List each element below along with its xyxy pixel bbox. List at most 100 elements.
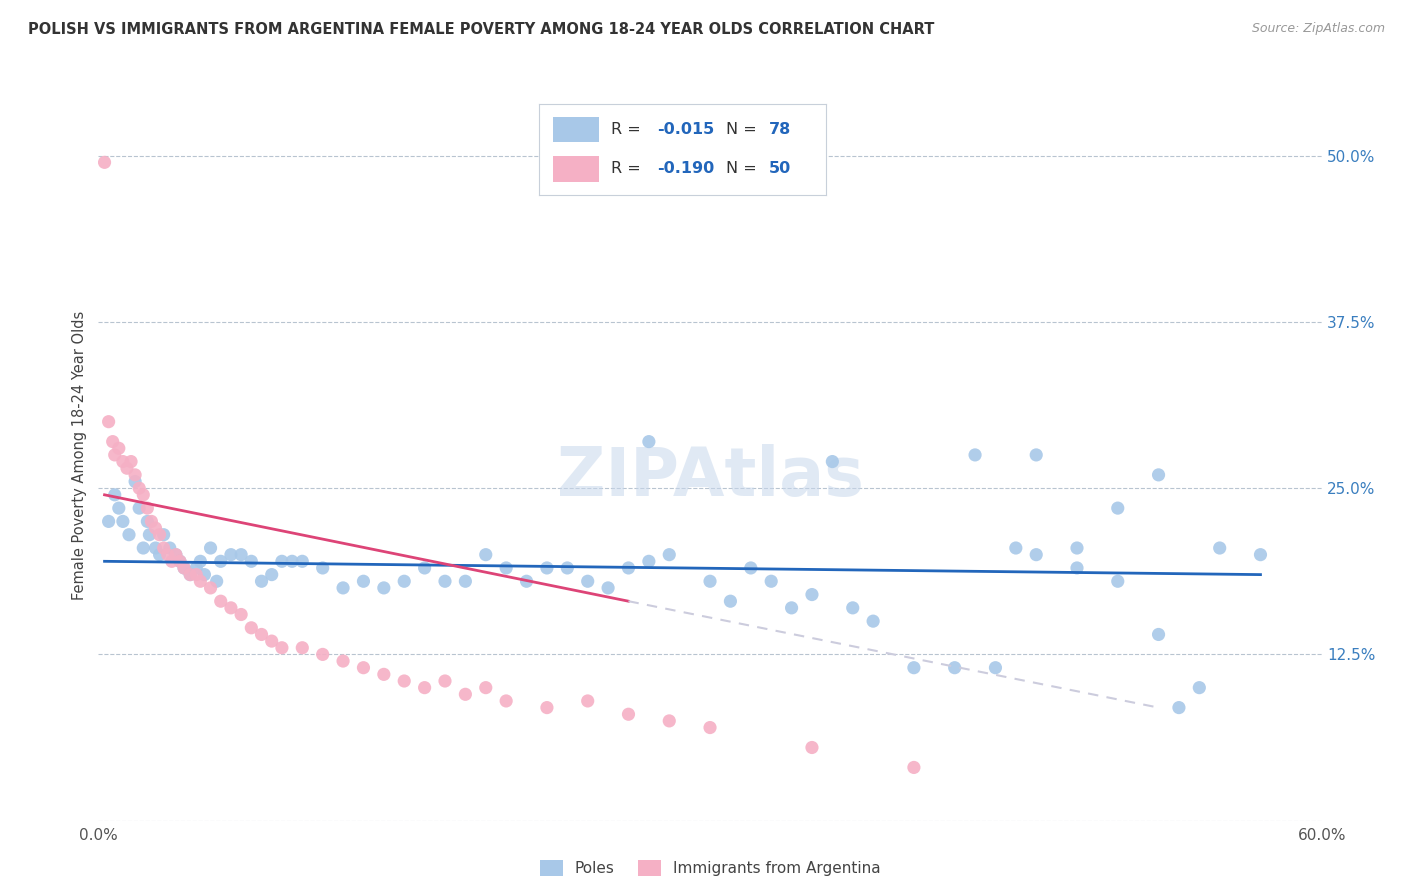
Point	[434, 673, 457, 688]
Point	[821, 454, 844, 468]
Point	[173, 561, 195, 575]
Point	[291, 640, 314, 655]
Text: POLISH VS IMMIGRANTS FROM ARGENTINA FEMALE POVERTY AMONG 18-24 YEAR OLDS CORRELA: POLISH VS IMMIGRANTS FROM ARGENTINA FEMA…	[28, 22, 935, 37]
Point	[413, 561, 436, 575]
Point	[474, 548, 498, 562]
Point	[260, 567, 283, 582]
Point	[240, 621, 263, 635]
Point	[165, 548, 187, 562]
Point	[392, 574, 416, 589]
Point	[392, 673, 416, 688]
Point	[193, 567, 215, 582]
Point	[1147, 627, 1170, 641]
Point	[101, 434, 124, 449]
Point	[270, 554, 294, 568]
Point	[373, 581, 395, 595]
Point	[943, 661, 966, 675]
Point	[169, 554, 191, 568]
Point	[219, 600, 242, 615]
Point	[132, 541, 155, 555]
Point	[903, 661, 925, 675]
Point	[1004, 541, 1026, 555]
Point	[231, 607, 253, 622]
Point	[250, 574, 273, 589]
Point	[1249, 548, 1271, 562]
Point	[93, 155, 115, 169]
Point	[576, 694, 599, 708]
Point	[536, 561, 558, 575]
Point	[862, 614, 884, 628]
Point	[801, 740, 824, 755]
Point	[209, 594, 232, 608]
Point	[699, 721, 721, 735]
Point	[145, 521, 167, 535]
Point	[740, 561, 762, 575]
Point	[152, 541, 174, 555]
Point	[120, 454, 142, 468]
Point	[638, 434, 661, 449]
Point	[413, 681, 436, 695]
Point	[352, 574, 374, 589]
Point	[200, 541, 222, 555]
Point	[128, 501, 150, 516]
Point	[1188, 681, 1211, 695]
Point	[149, 548, 172, 562]
Point	[598, 581, 620, 595]
Point	[761, 574, 783, 589]
Point	[557, 561, 579, 575]
Point	[250, 627, 273, 641]
Point	[281, 554, 304, 568]
Point	[186, 567, 208, 582]
Point	[179, 567, 201, 582]
Point	[240, 554, 263, 568]
Point	[984, 661, 1007, 675]
Point	[136, 501, 159, 516]
Point	[231, 548, 253, 562]
Point	[124, 467, 146, 482]
Point	[495, 694, 517, 708]
Point	[160, 554, 183, 568]
Point	[111, 515, 134, 529]
Point	[1147, 467, 1170, 482]
Point	[291, 554, 314, 568]
Point	[97, 415, 120, 429]
Point	[115, 461, 138, 475]
Point	[124, 475, 146, 489]
Point	[188, 554, 212, 568]
Point	[474, 681, 498, 695]
Legend: Poles, Immigrants from Argentina: Poles, Immigrants from Argentina	[533, 855, 887, 882]
Point	[903, 760, 925, 774]
Point	[145, 541, 167, 555]
Point	[138, 527, 160, 541]
Point	[270, 640, 294, 655]
Point	[801, 588, 824, 602]
Point	[108, 442, 131, 456]
Point	[97, 515, 120, 529]
Point	[658, 714, 681, 728]
Point	[1025, 448, 1047, 462]
Point	[454, 687, 477, 701]
Point	[352, 661, 374, 675]
Point	[128, 481, 150, 495]
Point	[576, 574, 599, 589]
Point	[219, 548, 242, 562]
Point	[209, 554, 232, 568]
Point	[136, 515, 159, 529]
Point	[536, 700, 558, 714]
Point	[118, 527, 141, 541]
Point	[104, 488, 127, 502]
Point	[165, 548, 187, 562]
Point	[965, 448, 987, 462]
Point	[332, 654, 354, 668]
Point	[173, 561, 195, 575]
Point	[200, 581, 222, 595]
Point	[141, 515, 163, 529]
Point	[169, 554, 191, 568]
Point	[1066, 561, 1088, 575]
Point	[373, 667, 395, 681]
Point	[111, 454, 134, 468]
Point	[132, 488, 155, 502]
Point	[312, 561, 335, 575]
Point	[1209, 541, 1232, 555]
Text: ZIPAtlas: ZIPAtlas	[557, 444, 863, 510]
